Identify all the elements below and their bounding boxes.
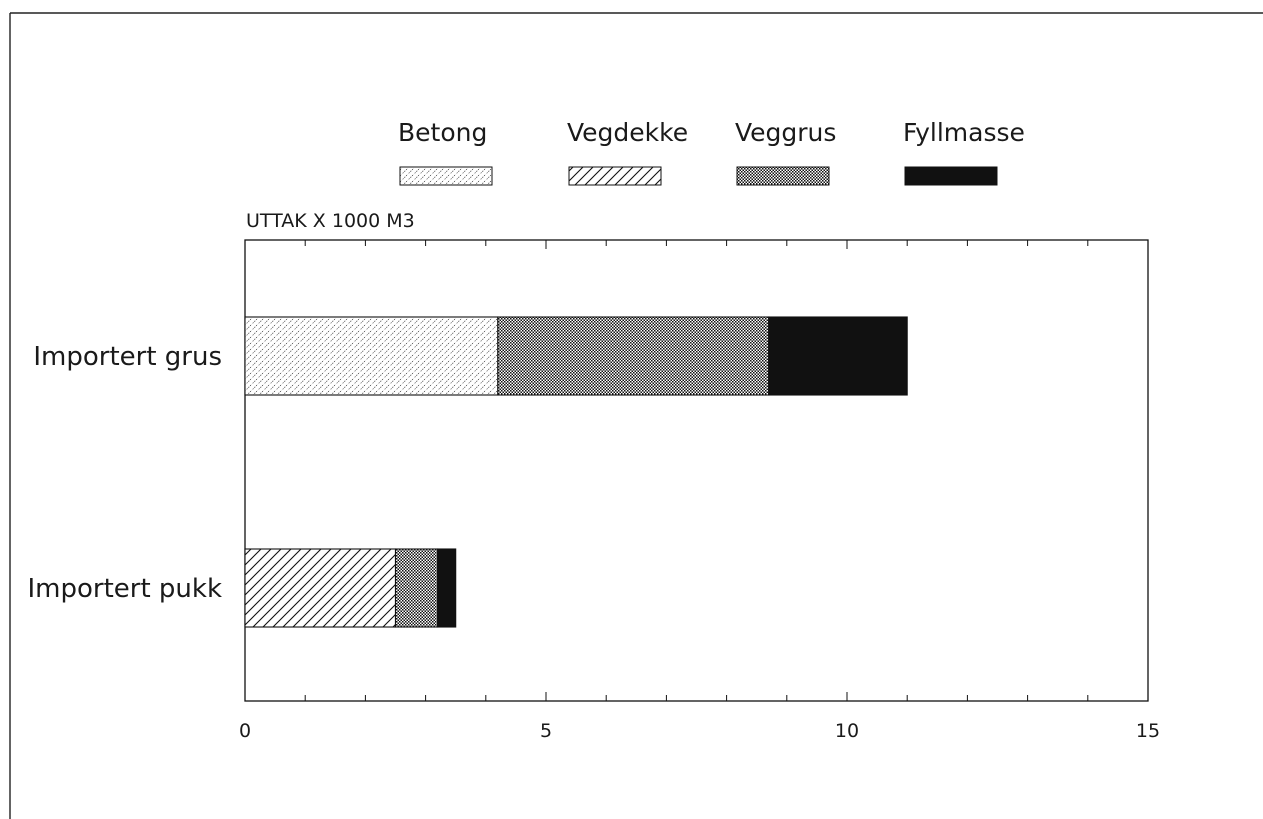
legend-label-fyllmasse: Fyllmasse [903, 118, 1025, 147]
bar-importert-pukk-fyllmasse [437, 548, 457, 628]
legend-label-betong: Betong [398, 118, 487, 147]
bar-importert-pukk-vegdekke [244, 548, 397, 628]
legend-swatch-fyllmasse [904, 166, 998, 186]
x-tick-label: 0 [239, 720, 251, 742]
legend-label-veggrus: Veggrus [735, 118, 836, 147]
x-tick-label: 10 [835, 720, 859, 742]
x-ticks: 0 5 10 15 [239, 240, 1160, 742]
category-label-importert-grus: Importert grus [33, 342, 222, 372]
bar-importert-grus-betong [244, 316, 499, 396]
bar-importert-grus-fyllmasse [768, 316, 908, 396]
plot-frame [244, 239, 1149, 702]
legend-label-vegdekke: Vegdekke [567, 118, 688, 147]
x-tick-label: 5 [540, 720, 552, 742]
legend-swatch-veggrus [736, 166, 830, 186]
bar-importert-pukk-veggrus [394, 548, 439, 628]
category-label-importert-pukk: Importert pukk [27, 574, 222, 604]
legend-swatch-vegdekke [568, 166, 662, 186]
legend: Betong Vegdekke Veggrus Fyllmasse [398, 118, 1025, 186]
category-labels: Importert grus Importert pukk [27, 342, 222, 604]
legend-swatch-betong [399, 166, 493, 186]
y-axis-label: UTTAK X 1000 M3 [246, 210, 415, 232]
bars [244, 316, 908, 628]
x-tick-label: 15 [1136, 720, 1160, 742]
bar-importert-grus-veggrus [497, 316, 770, 396]
